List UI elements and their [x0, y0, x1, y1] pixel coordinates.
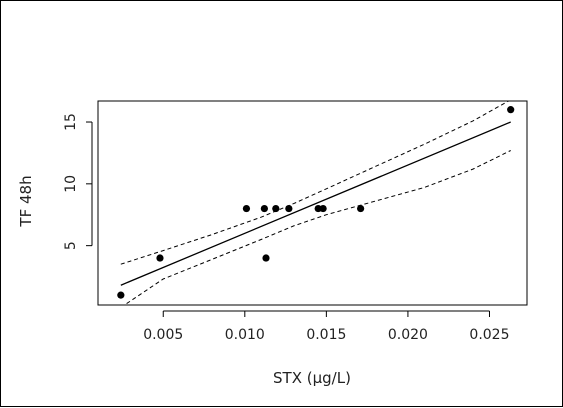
plot-box — [97, 100, 528, 306]
data-point — [285, 204, 293, 213]
x-tick-label: 0.015 — [306, 327, 346, 343]
upper-confidence-band — [120, 101, 510, 265]
x-axis-label: STX (µg/L) — [273, 369, 351, 387]
x-tick-label: 0.005 — [143, 327, 183, 343]
data-point — [319, 204, 327, 213]
confidence-bands — [120, 101, 511, 305]
data-point — [272, 204, 280, 213]
x-tick-label: 0.025 — [469, 327, 509, 343]
regression-line-group — [120, 121, 511, 286]
data-point — [507, 106, 515, 114]
lower-confidence-band — [123, 150, 511, 305]
y-tick-label: 10 — [63, 175, 79, 193]
y-axis-label: TF 48h — [17, 175, 35, 227]
x-tick-label: 0.020 — [388, 327, 428, 343]
data-point — [262, 254, 270, 262]
data-point — [357, 204, 365, 213]
data-point — [242, 204, 251, 213]
data-points — [117, 106, 515, 299]
data-point — [260, 204, 268, 213]
data-point — [156, 254, 164, 262]
x-tick-label: 0.010 — [225, 327, 265, 343]
regression-line — [120, 121, 511, 286]
data-point — [117, 291, 125, 299]
axes: 0.005 0.010 0.015 0.020 0.025 5 10 15 — [63, 100, 528, 343]
y-tick-label: 15 — [63, 113, 79, 131]
y-tick-label: 5 — [63, 241, 79, 250]
